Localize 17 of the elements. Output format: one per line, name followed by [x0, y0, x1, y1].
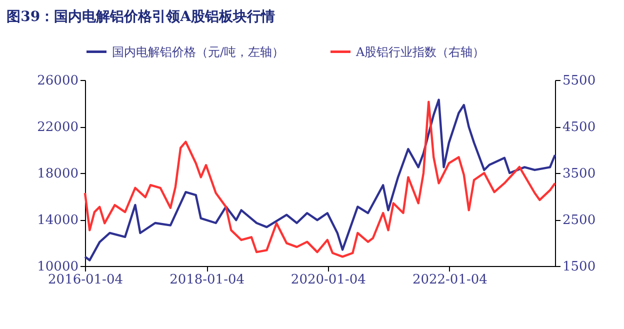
- y-tick-label: 14000: [37, 213, 78, 228]
- x-tick-label: 2016-01-04: [48, 272, 123, 288]
- y2-tick-label: 1500: [562, 260, 596, 274]
- y2-tick-label: 2500: [562, 213, 596, 228]
- legend-label: 国内电解铝价格（元/吨，左轴）: [112, 44, 284, 59]
- y2-tick-label: 5500: [562, 74, 596, 88]
- x-tick-label: 2020-01-04: [290, 272, 366, 288]
- y-tick-label: 26000: [37, 74, 78, 88]
- y2-tick-label: 4500: [562, 120, 596, 135]
- x-tick-label: 2018-01-04: [170, 272, 245, 288]
- y-tick-label: 10000: [37, 260, 78, 274]
- chart-title: 图39：国内电解铝价格引领A股铝板块行情: [6, 9, 276, 25]
- x-tick-label: 2022-01-04: [412, 272, 488, 288]
- y-tick-label: 18000: [37, 166, 78, 182]
- legend-label: A股铝行业指数（右轴）: [355, 44, 485, 59]
- y-tick-label: 22000: [37, 120, 78, 135]
- y2-tick-label: 3500: [562, 166, 596, 182]
